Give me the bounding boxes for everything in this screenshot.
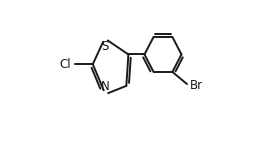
Text: Cl: Cl <box>59 58 71 71</box>
Text: S: S <box>101 40 108 53</box>
Text: Br: Br <box>190 79 203 92</box>
Text: N: N <box>101 80 110 93</box>
